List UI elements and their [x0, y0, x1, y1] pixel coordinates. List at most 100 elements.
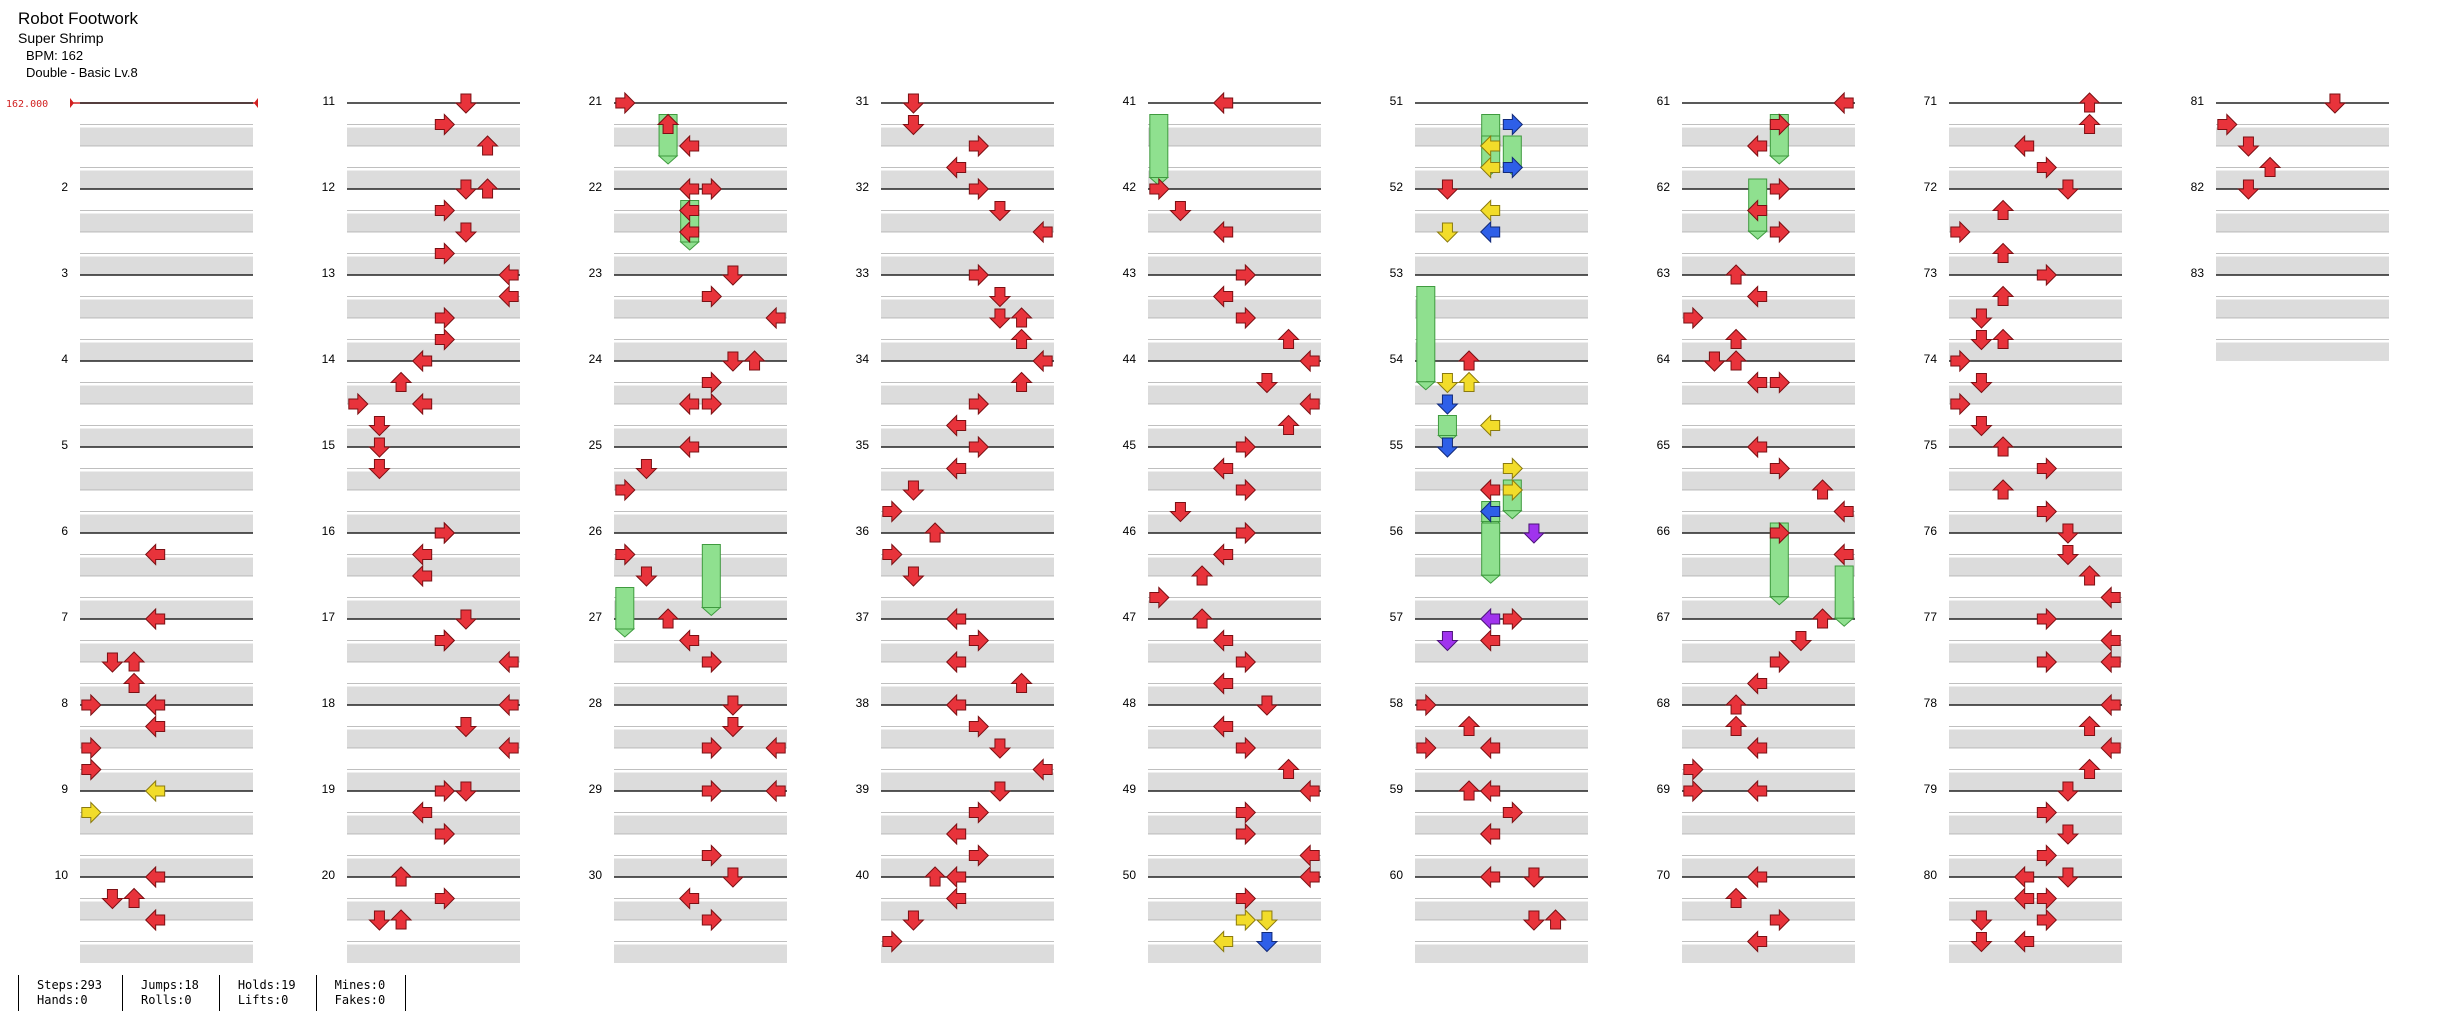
measure-label: 32: [856, 180, 870, 194]
step-arrow: [144, 908, 166, 932]
step-arrow: [368, 910, 391, 931]
measure-label: 48: [1123, 696, 1137, 710]
step-arrow: [1724, 715, 1748, 736]
measure-label: 54: [1390, 352, 1404, 366]
beat-shade: [881, 342, 1054, 361]
hold-note: [614, 587, 636, 638]
step-arrow: [701, 392, 723, 416]
measure-27: [614, 618, 787, 705]
beat-shade: [1949, 643, 2122, 662]
step-arrow: [2078, 758, 2101, 779]
beat-shade: [881, 557, 1054, 576]
measure-78: [1949, 704, 2122, 791]
chart-area: 162.000 23456789101112131415161718192021…: [6, 91, 2389, 963]
step-arrow: [615, 91, 636, 115]
step-arrow: [945, 607, 967, 631]
measure-label: 3: [61, 266, 68, 280]
measure-26: [614, 532, 787, 619]
step-arrow: [721, 695, 745, 716]
measure-20: [347, 876, 520, 963]
step-arrow: [348, 392, 369, 416]
step-arrow: [1436, 373, 1459, 394]
stat-jumps: Jumps:18: [141, 978, 199, 992]
step-arrow: [2013, 134, 2035, 158]
step-arrow: [2036, 844, 2058, 867]
step-arrow: [1010, 307, 1033, 328]
beat-shade: [881, 729, 1054, 748]
step-arrow: [434, 306, 456, 330]
beat-shade: [1415, 127, 1588, 146]
beat-shade: [80, 170, 253, 189]
beat-shade: [881, 170, 1054, 189]
measure-53: [1415, 274, 1588, 361]
beat-shade: [80, 901, 253, 920]
stats-group-3: Holds:19 Lifts:0: [218, 975, 316, 1011]
step-arrow: [968, 392, 990, 416]
step-arrow: [1502, 478, 1524, 502]
measure-label: 26: [589, 524, 603, 538]
measure-label: 47: [1123, 610, 1137, 624]
measure-label: 19: [322, 782, 336, 796]
beat-shade: [1682, 557, 1855, 576]
beat-shade: [881, 385, 1054, 404]
beat-shade: [1415, 729, 1588, 748]
step-arrow: [2217, 113, 2238, 136]
beat-shade: [614, 213, 787, 232]
hold-note: [1480, 522, 1502, 584]
step-arrow: [678, 887, 700, 910]
step-arrow: [701, 736, 723, 760]
step-arrow: [1436, 179, 1459, 200]
beat-shade: [1148, 729, 1321, 748]
step-arrow: [2100, 586, 2121, 609]
step-arrow: [434, 779, 456, 803]
step-arrow: [1457, 780, 1481, 801]
step-arrow: [1970, 416, 1993, 437]
beat-shade: [1949, 127, 2122, 146]
beat-shade: [80, 815, 253, 834]
beat-shade: [1415, 299, 1588, 318]
measure-label: 77: [1924, 610, 1938, 624]
step-arrow: [1502, 457, 1524, 480]
step-arrow: [1235, 887, 1257, 910]
step-arrow: [902, 910, 925, 931]
beat-shade: [614, 772, 787, 791]
step-arrow: [678, 629, 700, 652]
beat-shade: [347, 299, 520, 318]
step-arrow: [678, 435, 700, 459]
beat-shade: [614, 514, 787, 533]
measure-5: [80, 446, 253, 533]
beat-shade: [614, 643, 787, 662]
step-arrow: [1235, 435, 1257, 459]
beat-shade: [347, 901, 520, 920]
step-arrow: [678, 177, 700, 201]
beat-shade: [614, 471, 787, 490]
step-arrow: [454, 179, 478, 200]
step-arrow: [968, 801, 990, 824]
step-arrow: [765, 736, 786, 760]
step-arrow: [1950, 392, 1971, 416]
step-arrow: [1970, 373, 1993, 394]
step-arrow: [945, 156, 967, 179]
step-arrow: [1769, 371, 1791, 394]
measure-label: 51: [1390, 94, 1404, 108]
step-arrow: [1235, 801, 1257, 824]
beat-shade: [614, 858, 787, 877]
measure-83: [2216, 274, 2389, 361]
measure-label: 16: [322, 524, 336, 538]
measure-label: 65: [1657, 438, 1671, 452]
step-arrow: [1479, 779, 1501, 803]
step-arrow: [1746, 865, 1768, 889]
step-arrow: [1833, 500, 1854, 523]
beat-shade: [1415, 858, 1588, 877]
beat-shade: [881, 686, 1054, 705]
measure-label: 41: [1123, 94, 1137, 108]
beat-shade: [347, 944, 520, 963]
step-arrow: [1212, 457, 1234, 480]
step-arrow: [988, 201, 1012, 222]
step-arrow: [1479, 220, 1501, 244]
step-arrow: [144, 715, 166, 738]
beat-shade: [1148, 213, 1321, 232]
measure-72: [1949, 188, 2122, 275]
step-arrow: [1769, 177, 1791, 201]
step-arrow: [1970, 910, 1993, 931]
